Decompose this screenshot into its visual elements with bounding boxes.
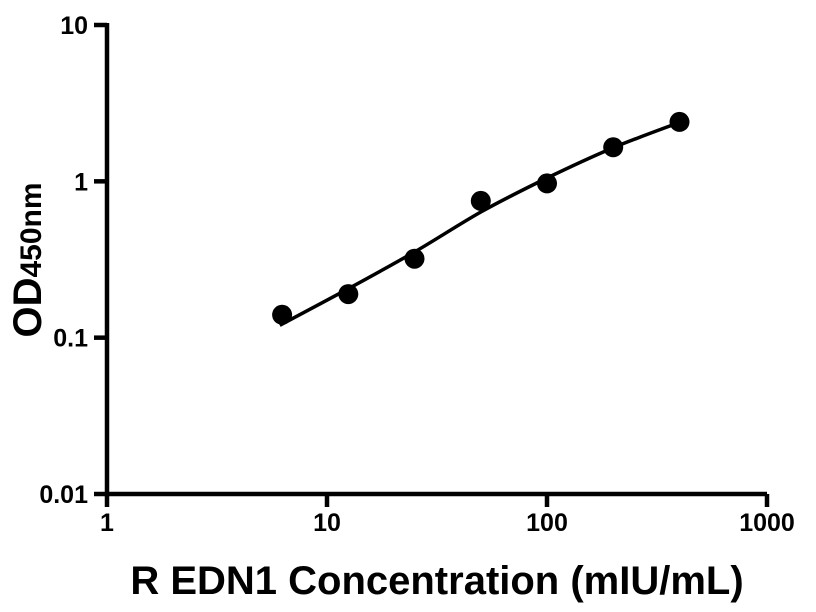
axes-spines (104, 23, 767, 497)
data-point (603, 137, 624, 158)
y-axis-title-subscript: 450nm (15, 182, 48, 278)
x-tick-label: 1000 (739, 509, 795, 537)
data-point (272, 304, 293, 325)
y-tick-label: 1 (74, 168, 88, 196)
x-tick-label: 10 (313, 509, 341, 537)
x-axis-title: R EDN1 Concentration (mIU/mL) (130, 559, 744, 603)
data-point (537, 173, 557, 194)
data-point (470, 190, 491, 211)
y-axis-title-main: OD (6, 277, 50, 338)
data-point (338, 284, 359, 305)
y-axis-title: OD450nm (6, 160, 50, 360)
y-tick-label: 10 (60, 12, 88, 40)
y-tick-label: 0.1 (53, 325, 88, 353)
data-point (404, 248, 425, 269)
x-tick-label: 100 (526, 509, 568, 537)
y-tick-label: 0.01 (39, 481, 88, 509)
data-point (669, 111, 690, 132)
x-tick-label: 1 (100, 509, 114, 537)
